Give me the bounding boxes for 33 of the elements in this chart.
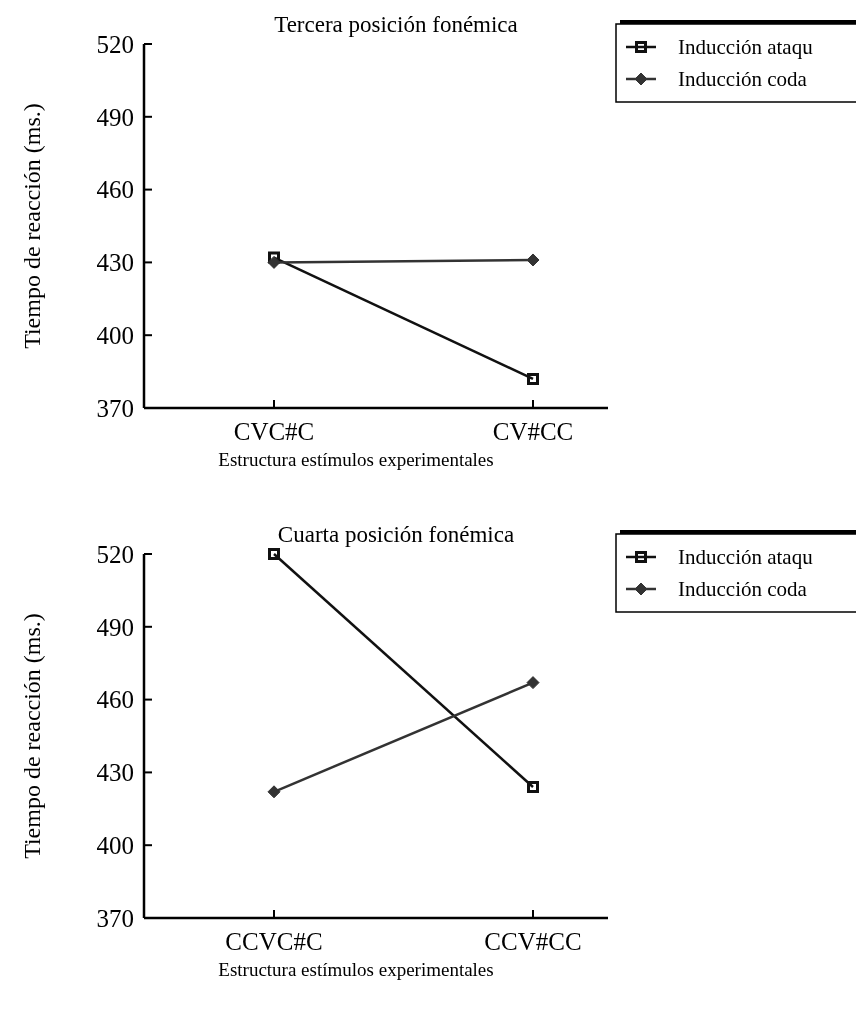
x-tick-label: CV#CC — [492, 418, 574, 445]
point — [268, 548, 280, 560]
chart-title: Cuarta posición fonémica — [277, 522, 515, 547]
x-axis-title: Estructura estímulos experimentales — [218, 959, 494, 980]
point — [267, 255, 281, 269]
y-tick-label: 460 — [96, 176, 134, 204]
legend-label: Inducción coda — [678, 67, 808, 92]
point — [527, 372, 539, 385]
legend-label: Inducción coda — [678, 577, 808, 602]
y-tick-label: 520 — [96, 540, 134, 568]
y-axis-title: Tiempo de reacción (ms.) — [19, 103, 45, 349]
x-tick-label: CCVC#C — [225, 928, 323, 955]
y-tick-label: 430 — [96, 759, 134, 787]
x-axis-title: Estructura estímulos experimentales — [218, 449, 494, 470]
legend-label: Inducción ataqu — [678, 545, 814, 570]
y-tick-label: 430 — [96, 249, 134, 277]
y-tick-label: 520 — [96, 30, 134, 58]
chart-title: Tercera posición fonémica — [274, 12, 518, 37]
y-tick-label: 490 — [96, 613, 134, 641]
y-tick-label: 460 — [96, 686, 134, 714]
y-tick-label: 370 — [96, 394, 134, 422]
legend-label: Inducción ataqu — [678, 35, 814, 60]
y-axis-title: Tiempo de reacción (ms.) — [19, 613, 45, 859]
y-tick-label: 400 — [96, 321, 134, 349]
point — [267, 785, 281, 799]
point — [526, 676, 540, 690]
x-tick-label: CVC#C — [233, 418, 315, 445]
x-tick-label: CCV#CC — [484, 928, 582, 955]
y-tick-label: 370 — [96, 904, 134, 932]
point — [527, 780, 539, 793]
point — [526, 253, 540, 267]
y-tick-label: 400 — [96, 831, 134, 859]
y-tick-label: 490 — [96, 103, 134, 131]
